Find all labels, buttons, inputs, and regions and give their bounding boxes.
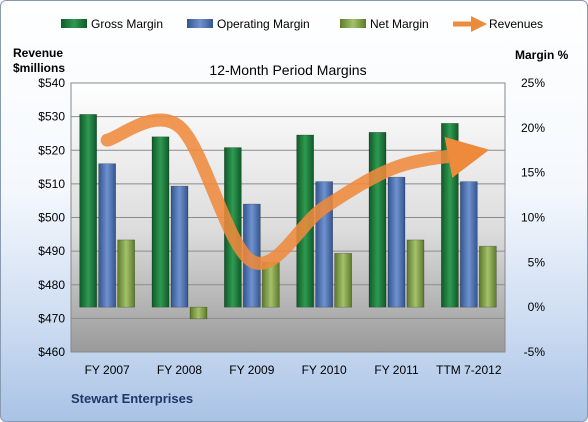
right-tick-label: 0%: [528, 300, 546, 314]
left-tick-label: $470: [38, 311, 65, 325]
category-label: FY 2007: [85, 363, 130, 377]
left-axis-title-line1: Revenue: [13, 46, 63, 60]
left-tick-label: $530: [38, 110, 65, 124]
legend-item-gross-margin: Gross Margin: [61, 17, 163, 31]
legend-item-net-margin: Net Margin: [340, 17, 429, 31]
left-tick-label: $460: [38, 345, 65, 359]
bar-operating-margin: [98, 163, 116, 308]
right-tick-label: 20%: [521, 121, 545, 135]
bar-net-margin: [406, 239, 425, 308]
right-tick-label: 25%: [521, 76, 545, 90]
right-tick-label: 5%: [528, 255, 546, 269]
gridlines: [71, 116, 505, 319]
right-axis-ticks: -5% 0% 5% 10% 15% 20% 25%: [521, 76, 545, 359]
chart-title: 12-Month Period Margins: [209, 62, 366, 78]
left-tick-label: $510: [38, 177, 65, 191]
bar-operating-margin: [170, 185, 189, 308]
category-label: TTM 7-2012: [436, 363, 502, 377]
left-tick-label: $480: [38, 278, 65, 292]
legend: Gross Margin Operating Margin Net Margin…: [61, 15, 543, 33]
right-tick-label: 10%: [521, 211, 545, 225]
left-tick-label: $540: [38, 76, 65, 90]
left-axis-ticks: $460 $470 $480 $490 $500 $510 $520 $530 $540: [38, 76, 65, 359]
bar-operating-margin: [460, 181, 478, 308]
category-label: FY 2009: [229, 363, 274, 377]
legend-item-revenues: Revenues: [453, 15, 543, 33]
legend-item-operating-margin: Operating Margin: [187, 17, 310, 31]
bar-gross-margin: [79, 114, 97, 308]
category-label: FY 2008: [157, 363, 202, 377]
bar-net-margin: [334, 253, 352, 308]
legend-label: Net Margin: [370, 17, 429, 31]
left-tick-label: $500: [38, 211, 65, 225]
category-label: FY 2011: [374, 363, 419, 377]
bar-net-margin: [189, 306, 208, 320]
revenues-line: [100, 113, 490, 270]
right-tick-label: 15%: [521, 166, 545, 180]
bar-net-margin: [479, 245, 497, 308]
right-axis-title: Margin %: [515, 48, 569, 62]
category-labels: FY 2007 FY 2008 FY 2009 FY 2010 FY 2011 TTM 7…: [85, 363, 502, 377]
bar-gross-margin: [151, 136, 170, 308]
bar-operating-margin: [387, 176, 406, 308]
left-axis-title-line2: $millions: [13, 61, 65, 75]
bar-net-margin: [117, 239, 135, 308]
right-tick-label: -5%: [524, 345, 546, 359]
revenue-line-layer: [100, 113, 490, 270]
bar-gross-margin: [368, 132, 387, 308]
legend-label: Revenues: [489, 17, 543, 31]
legend-label: Gross Margin: [91, 17, 163, 31]
left-tick-label: $520: [38, 143, 65, 157]
bars: [79, 114, 497, 320]
legend-label: Operating Margin: [217, 17, 310, 31]
company-label: Stewart Enterprises: [71, 391, 193, 406]
category-label: FY 2010: [302, 363, 347, 377]
left-tick-label: $490: [38, 244, 65, 258]
